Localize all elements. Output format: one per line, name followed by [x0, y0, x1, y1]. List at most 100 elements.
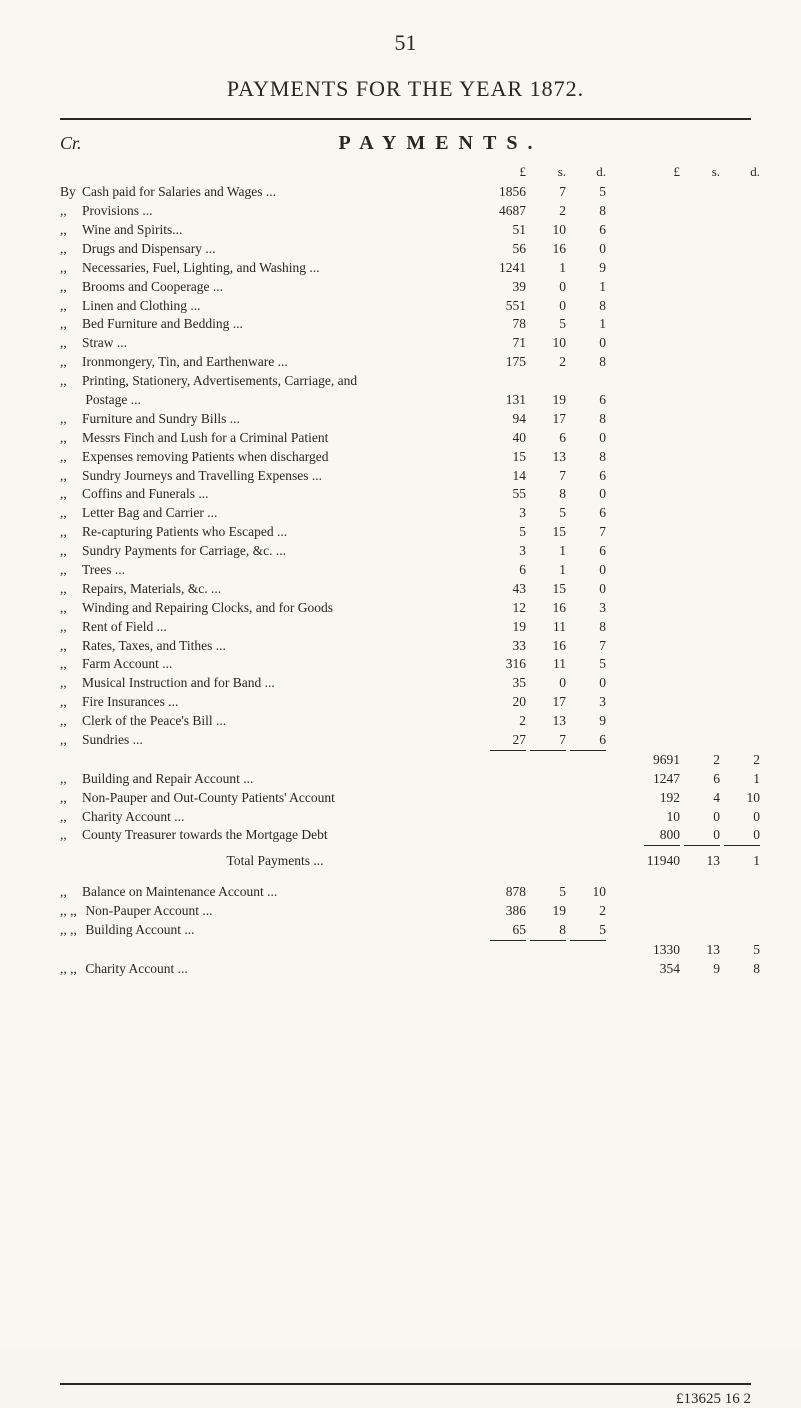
ledger-desc: ,,Repairs, Materials, &c. ...	[60, 580, 490, 599]
ledger-desc-text: Bed Furniture and Bedding ...	[82, 316, 243, 331]
ditto-mark: ,,	[60, 637, 82, 656]
amount-s: 0	[684, 826, 724, 845]
amount-l: 43	[490, 580, 530, 599]
ledger-desc-text: Messrs Finch and Lush for a Criminal Pat…	[82, 430, 328, 445]
ledger-desc-text: Rates, Taxes, and Tithes ...	[82, 638, 226, 653]
amount-s: 16	[530, 599, 570, 618]
total-pounds: 11940	[644, 852, 684, 871]
amount-s: 11	[530, 655, 570, 674]
subheader-row: Cr. PAYMENTS.	[60, 132, 751, 155]
col-pounds: £	[490, 163, 530, 181]
amount-d: 8	[570, 410, 610, 429]
ledger-desc: ,,Farm Account ...	[60, 655, 490, 674]
subtotal-pence: 2	[724, 751, 764, 770]
amount-d: 6	[570, 542, 610, 561]
amount-s: 2	[530, 202, 570, 221]
ledger-row: ,,Non-Pauper and Out-County Patients' Ac…	[60, 789, 751, 808]
ledger-row: Postage ...131196	[60, 391, 751, 410]
amount-s: 7	[530, 183, 570, 202]
ditto-mark: ,,	[60, 297, 82, 316]
amount-l: 6	[490, 561, 530, 580]
ledger-desc: ,,Rent of Field ...	[60, 618, 490, 637]
amount-d: 10	[724, 789, 764, 808]
ledger-desc-text: Repairs, Materials, &c. ...	[82, 581, 221, 596]
amount-l: 55	[490, 485, 530, 504]
amount-l: 800	[644, 826, 684, 845]
ledger-desc: ,,Drugs and Dispensary ...	[60, 240, 490, 259]
ledger-desc: ByCash paid for Salaries and Wages ...	[60, 183, 490, 202]
ledger-desc: Postage ...	[60, 391, 490, 410]
amount-s: 1	[530, 542, 570, 561]
amount-d: 9	[570, 259, 610, 278]
ledger-table: £ s. d. £ s. d. ByCash paid for Salaries…	[60, 163, 751, 979]
amount-s: 15	[530, 580, 570, 599]
charity-balance-shillings: 9	[684, 960, 724, 979]
ledger-desc-text: Printing, Stationery, Advertisements, Ca…	[82, 373, 357, 388]
amount-s: 15	[530, 523, 570, 542]
ledger-desc: ,,Charity Account ...	[60, 808, 490, 827]
amount-s: 2	[530, 353, 570, 372]
ledger-row: ,,Necessaries, Fuel, Lighting, and Washi…	[60, 259, 751, 278]
ledger-desc-text: Sundry Payments for Carriage, &c. ...	[82, 543, 286, 558]
ledger-row: ,,Building and Repair Account ...124761	[60, 770, 751, 789]
ditto-mark: ,,	[60, 202, 82, 221]
ledger-desc: ,,Clerk of the Peace's Bill ...	[60, 712, 490, 731]
amount-d: 0	[570, 580, 610, 599]
amount-d: 8	[570, 353, 610, 372]
ditto-mark: ,,	[60, 372, 82, 391]
ditto-mark: ,,	[60, 883, 82, 902]
ditto-mark: ,,	[60, 410, 82, 429]
ledger-desc: ,,Expenses removing Patients when discha…	[60, 448, 490, 467]
amount-d: 0	[570, 334, 610, 353]
by-prefix: By	[60, 183, 82, 202]
amount-l: 878	[490, 883, 530, 902]
amount-s: 13	[530, 712, 570, 731]
col-pence: d.	[570, 163, 610, 181]
ledger-desc-text: Non-Pauper Account ...	[82, 903, 212, 918]
amount-l: 316	[490, 655, 530, 674]
ledger-desc: ,,Straw ...	[60, 334, 490, 353]
ledger-desc-text: Farm Account ...	[82, 656, 172, 671]
ledger-desc-text: Sundry Journeys and Travelling Expenses …	[82, 468, 322, 483]
amount-s: 6	[530, 429, 570, 448]
amount-d: 7	[570, 523, 610, 542]
amount-s: 17	[530, 410, 570, 429]
ledger-desc: ,,Building and Repair Account ...	[60, 770, 490, 789]
charity-balance-desc: Charity Account ...	[85, 961, 187, 976]
ledger-desc-text: Linen and Clothing ...	[82, 298, 201, 313]
ledger-desc: ,,Musical Instruction and for Band ...	[60, 674, 490, 693]
ditto-mark: ,, ,,	[60, 960, 82, 979]
amount-s: 19	[530, 902, 570, 921]
amount-d: 6	[570, 467, 610, 486]
ledger-row: ,,Straw ...71100	[60, 334, 751, 353]
ledger-row: ,,Linen and Clothing ...55108	[60, 297, 751, 316]
total-pence: 1	[724, 852, 764, 871]
subtotal-row: 9691 2 2	[60, 751, 751, 770]
ledger-row: ,,Repairs, Materials, &c. ...43150	[60, 580, 751, 599]
amount-l: 551	[490, 297, 530, 316]
total-payments-label: Total Payments ...	[60, 852, 490, 871]
ditto-mark: ,,	[60, 599, 82, 618]
amount-d	[570, 372, 610, 391]
ledger-desc-text: Trees ...	[82, 562, 125, 577]
ledger-row: ,,Brooms and Cooperage ...3901	[60, 278, 751, 297]
amount-l: 3	[490, 542, 530, 561]
amount-d: 6	[570, 731, 610, 750]
ledger-row: ,,Provisions ...468728	[60, 202, 751, 221]
amount-l: 14	[490, 467, 530, 486]
ledger-desc-text: Building Account ...	[82, 922, 195, 937]
charity-balance-pence: 8	[724, 960, 764, 979]
ledger-desc: ,,Wine and Spirits...	[60, 221, 490, 240]
total-payments-row: Total Payments ... 11940 13 1	[60, 852, 751, 871]
ledger-desc-text: County Treasurer towards the Mortgage De…	[82, 827, 328, 842]
ledger-desc: ,,Printing, Stationery, Advertisements, …	[60, 372, 490, 391]
ledger-desc: ,,Provisions ...	[60, 202, 490, 221]
ditto-mark: ,,	[60, 448, 82, 467]
ledger-row: ,,Bed Furniture and Bedding ...7851	[60, 315, 751, 334]
charity-balance-pounds: 354	[644, 960, 684, 979]
ledger-desc-text: Charity Account ...	[82, 809, 184, 824]
ditto-mark: ,,	[60, 504, 82, 523]
balance-subtotal-pence: 5	[724, 941, 764, 960]
ledger-row: ,,Printing, Stationery, Advertisements, …	[60, 372, 751, 391]
ledger-desc: ,, ,, Non-Pauper Account ...	[60, 902, 490, 921]
